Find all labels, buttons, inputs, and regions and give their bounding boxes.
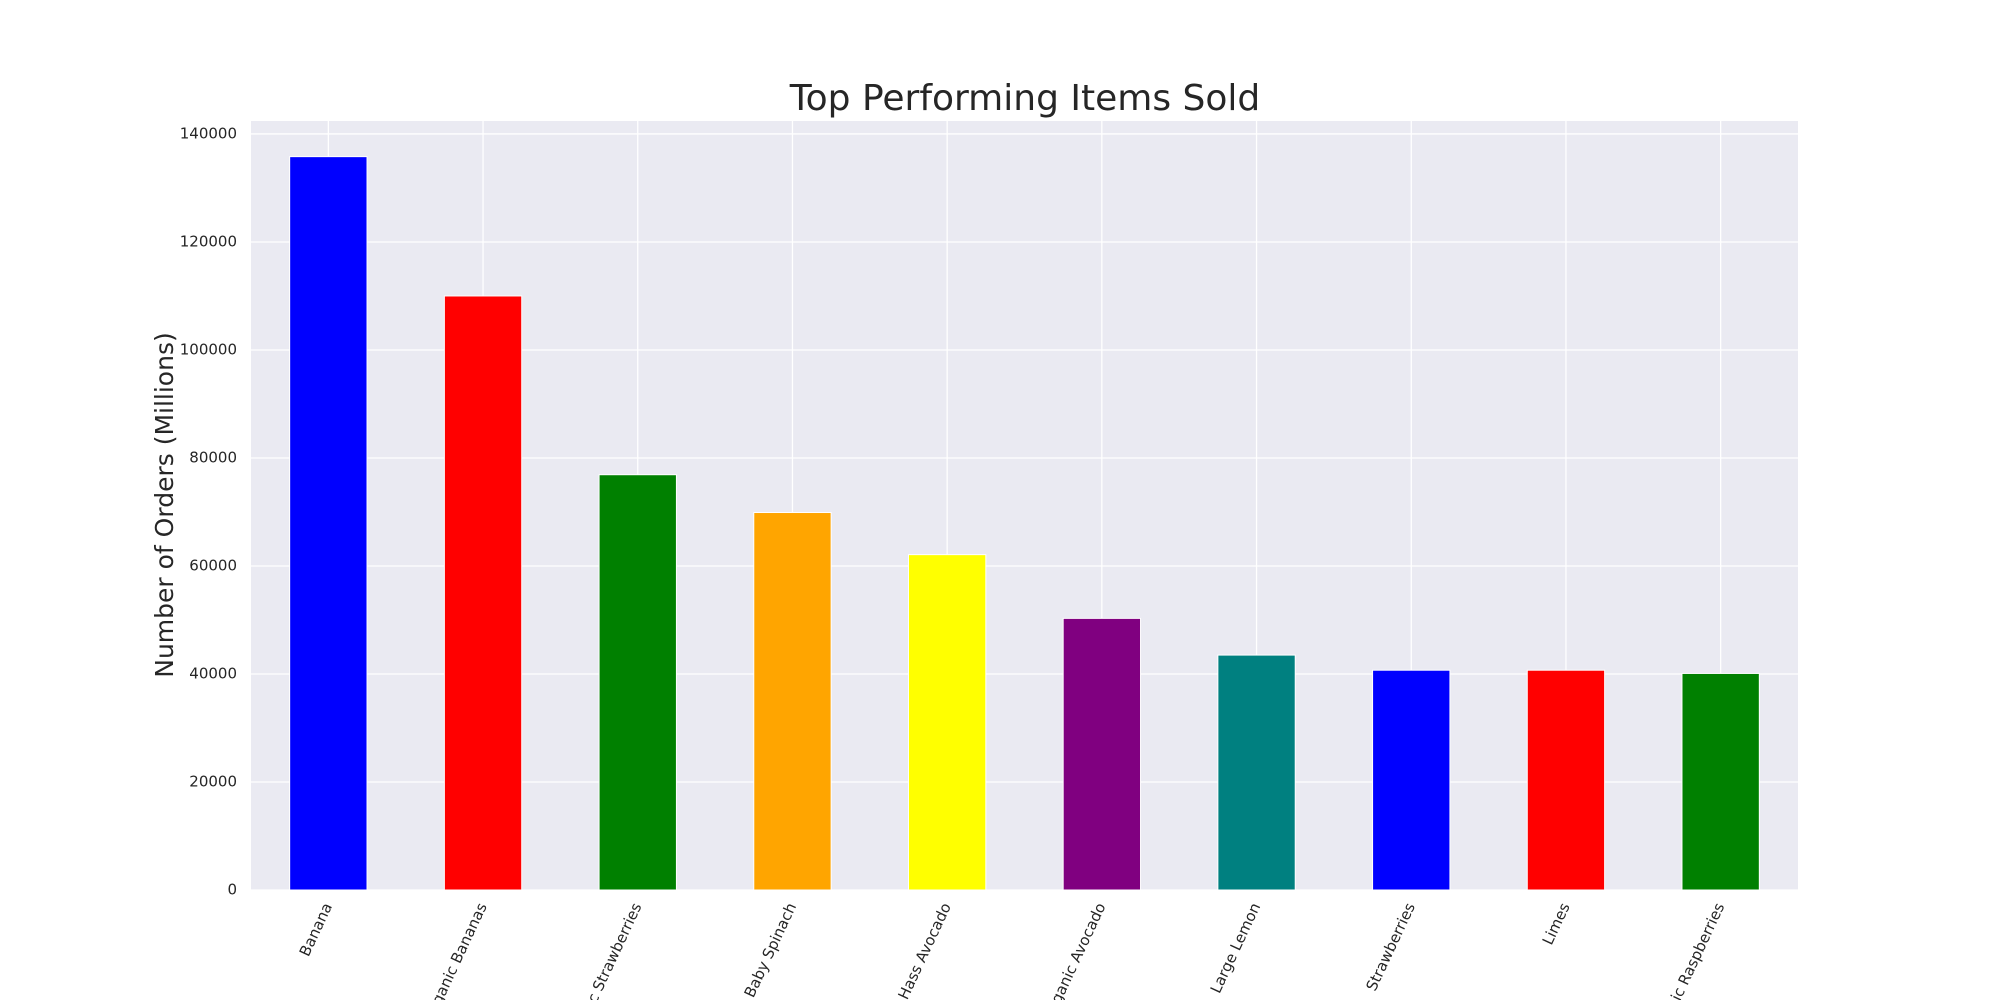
chart-title: Top Performing Items Sold: [789, 78, 1261, 119]
y-tick-label: 0: [227, 881, 237, 899]
bar: [1526, 669, 1606, 891]
bar: [907, 554, 987, 891]
bar: [1062, 617, 1142, 891]
x-tick-label: Large Lemon: [1207, 900, 1265, 996]
x-tick-label: Strawberries: [1362, 900, 1419, 994]
y-axis-label: Number of Orders (Millions): [150, 332, 179, 677]
y-tick-label: 140000: [180, 124, 237, 142]
y-tick-label: 60000: [189, 556, 237, 574]
bar: [443, 295, 523, 891]
x-tick-label: Bag of Organic Bananas: [398, 900, 491, 1000]
x-tick-label: Organic Baby Spinach: [714, 900, 800, 1000]
bar: [1681, 672, 1760, 891]
bar: [1217, 654, 1296, 891]
y-tick-label: 40000: [189, 664, 237, 682]
x-tick-label: Limes: [1539, 900, 1574, 948]
x-tick-label: Organic Raspberries: [1648, 900, 1729, 1000]
bar: [598, 474, 677, 891]
y-tick-label: 20000: [189, 772, 237, 790]
x-tick-label: Banana: [296, 900, 336, 959]
y-tick-label: 100000: [180, 340, 237, 358]
y-tick-label: 80000: [189, 448, 237, 466]
bar: [753, 512, 832, 891]
x-tick-label: Organic Hass Avocado: [868, 900, 955, 1000]
bar: [289, 156, 368, 891]
x-tick-label: Organic Strawberries: [562, 900, 645, 1000]
x-tick-label: Organic Avocado: [1040, 900, 1110, 1000]
y-tick-label: 120000: [180, 232, 237, 250]
bar: [1372, 669, 1451, 891]
